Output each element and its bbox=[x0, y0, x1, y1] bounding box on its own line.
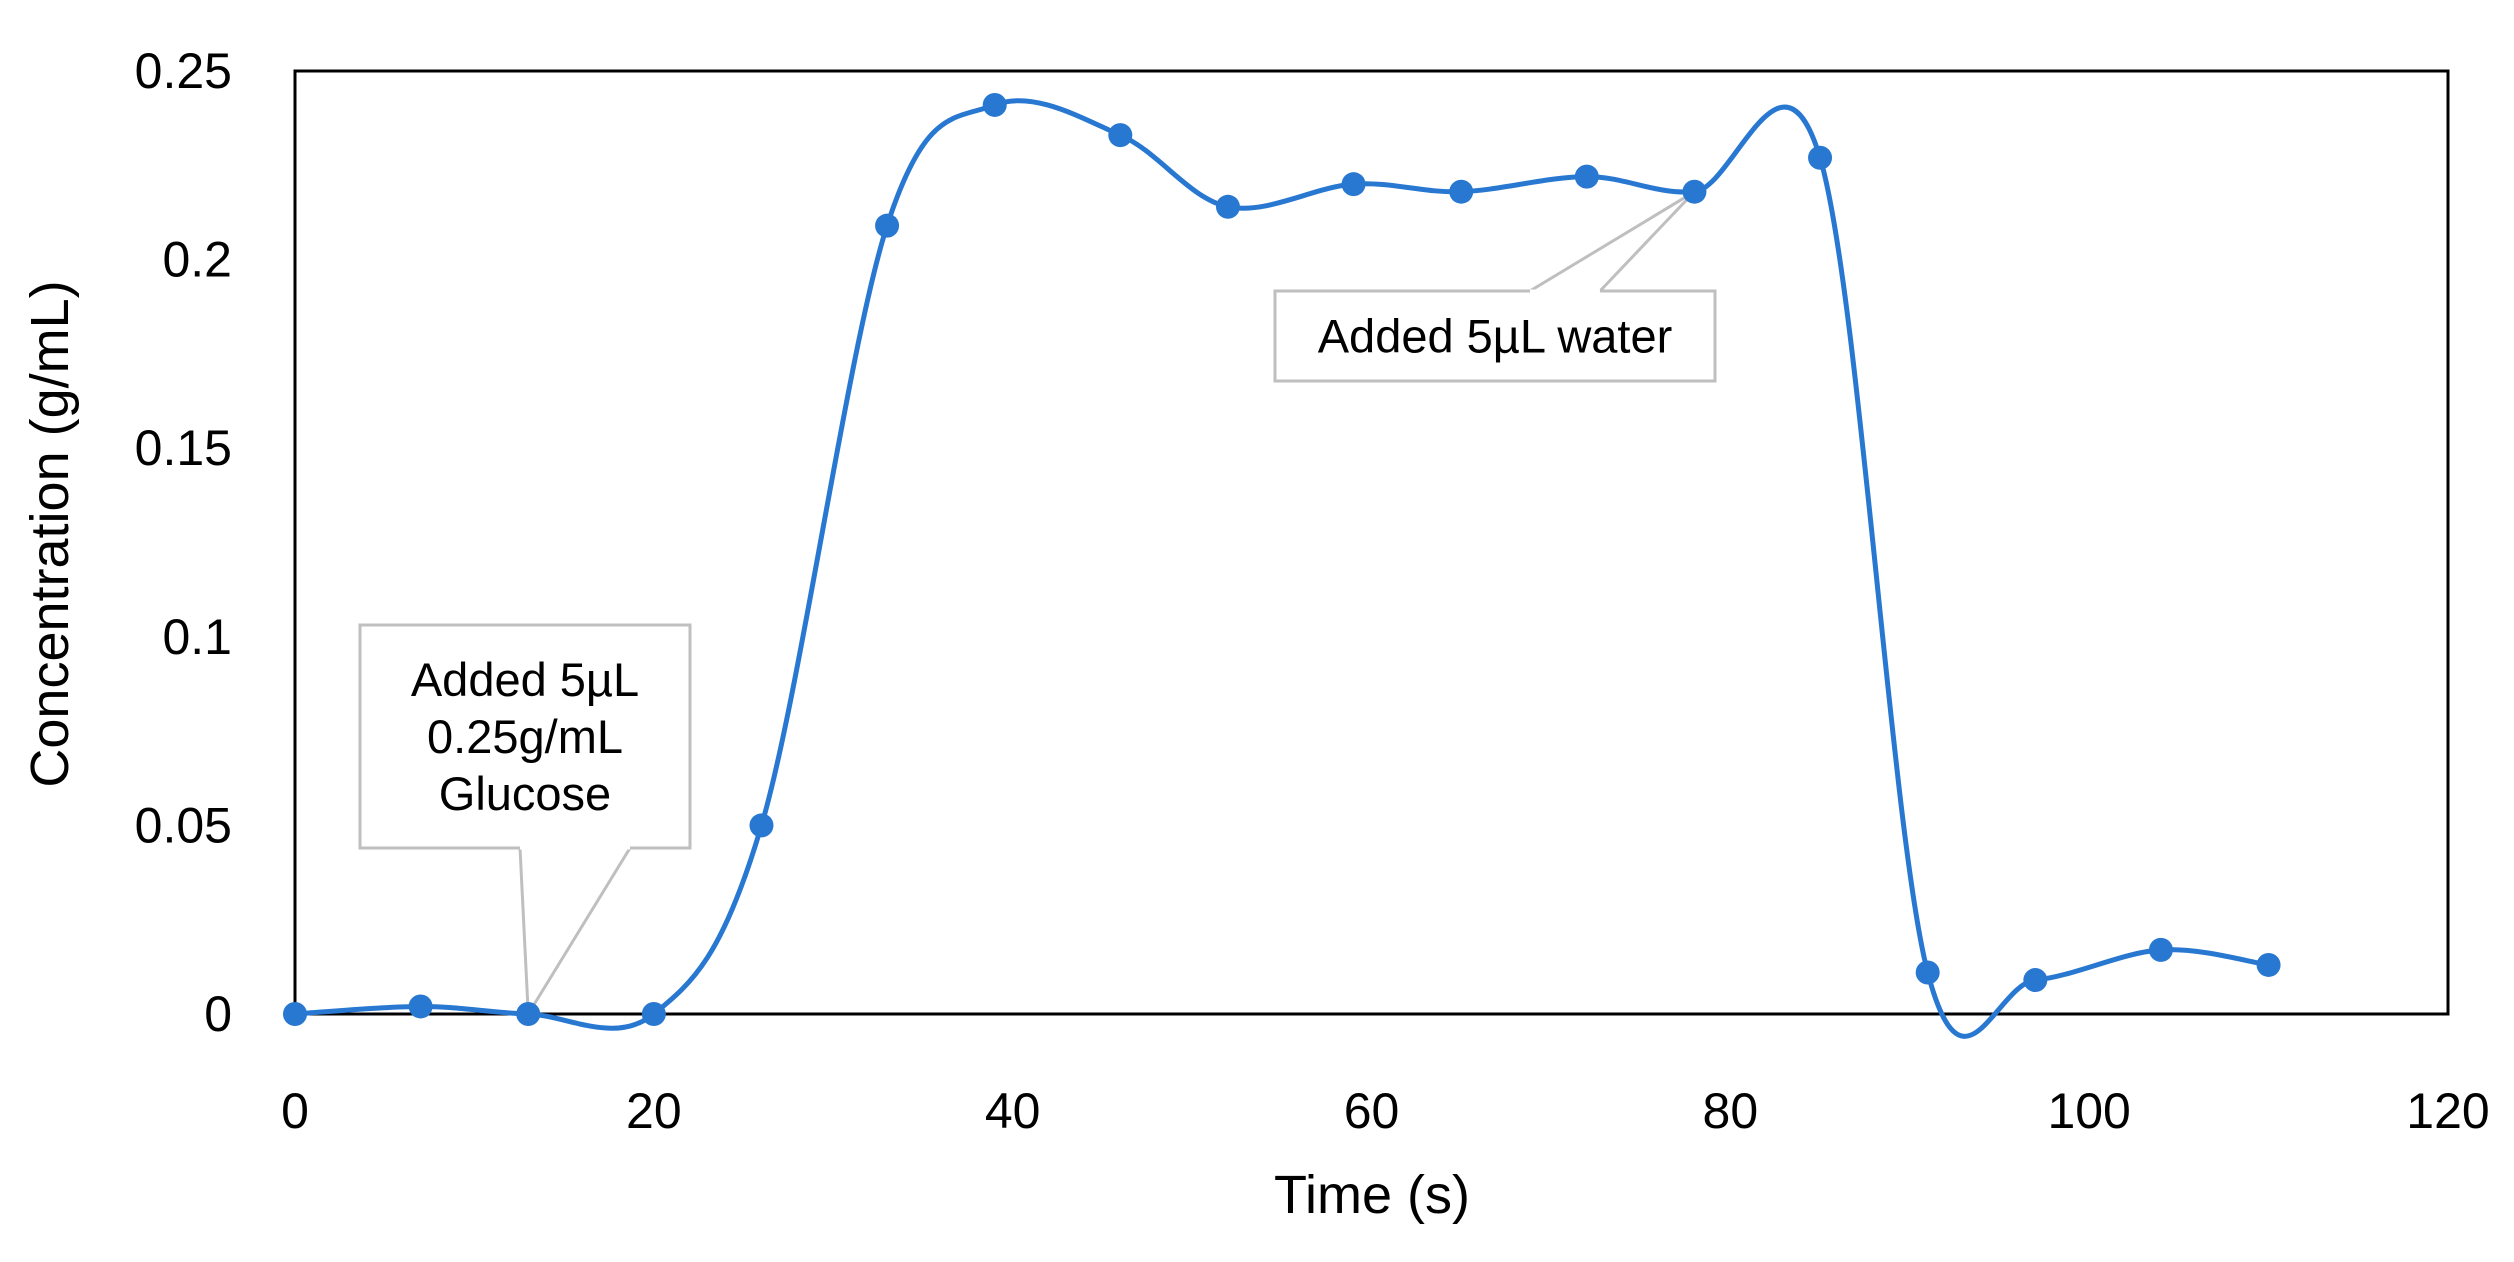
glucose-callout-text: Added 5µL bbox=[411, 653, 639, 706]
y-tick-label: 0.25 bbox=[135, 43, 232, 99]
x-tick-label: 40 bbox=[985, 1083, 1041, 1139]
glucose-callout-box bbox=[358, 623, 692, 850]
data-point bbox=[2023, 968, 2048, 993]
y-axis-title: Concentration (g/mL) bbox=[20, 280, 80, 787]
data-point bbox=[1682, 179, 1707, 204]
data-point bbox=[1215, 194, 1240, 219]
data-point bbox=[283, 1002, 307, 1026]
data-point bbox=[2148, 937, 2173, 962]
data-point bbox=[749, 813, 774, 838]
water-callout: Added 5µL water bbox=[1273, 289, 1717, 383]
x-tick-label: 80 bbox=[1703, 1083, 1759, 1139]
x-tick-label: 120 bbox=[2406, 1083, 2489, 1139]
x-tick-label: 0 bbox=[281, 1083, 309, 1139]
x-tick-label: 100 bbox=[2047, 1083, 2130, 1139]
data-point bbox=[1108, 123, 1133, 148]
data-point bbox=[875, 213, 900, 238]
water-callout-box bbox=[1273, 289, 1717, 383]
data-point bbox=[641, 1002, 666, 1026]
x-tick-label: 60 bbox=[1344, 1083, 1400, 1139]
data-point bbox=[1574, 164, 1599, 189]
x-tick-label: 20 bbox=[626, 1083, 682, 1139]
data-point bbox=[1449, 179, 1474, 204]
plot-area-border bbox=[293, 69, 2450, 1016]
data-point bbox=[1341, 172, 1366, 197]
data-point bbox=[2256, 952, 2281, 977]
y-tick-label: 0.1 bbox=[162, 609, 232, 665]
glucose-callout-text: 0.25g/mL bbox=[427, 710, 623, 763]
y-tick-label: 0.2 bbox=[162, 232, 232, 288]
data-point bbox=[1915, 960, 1940, 985]
data-point bbox=[1808, 145, 1833, 170]
y-tick-label: 0.05 bbox=[135, 797, 232, 853]
x-axis-title: Time (s) bbox=[1274, 1165, 1470, 1225]
data-point bbox=[408, 994, 433, 1019]
water-callout-text: Added 5µL water bbox=[1318, 309, 1673, 362]
glucose-callout-text: Glucose bbox=[439, 767, 611, 820]
y-tick-label: 0.15 bbox=[135, 420, 232, 476]
y-tick-label: 0 bbox=[204, 986, 232, 1042]
data-point bbox=[982, 92, 1007, 117]
data-point bbox=[516, 1002, 541, 1026]
